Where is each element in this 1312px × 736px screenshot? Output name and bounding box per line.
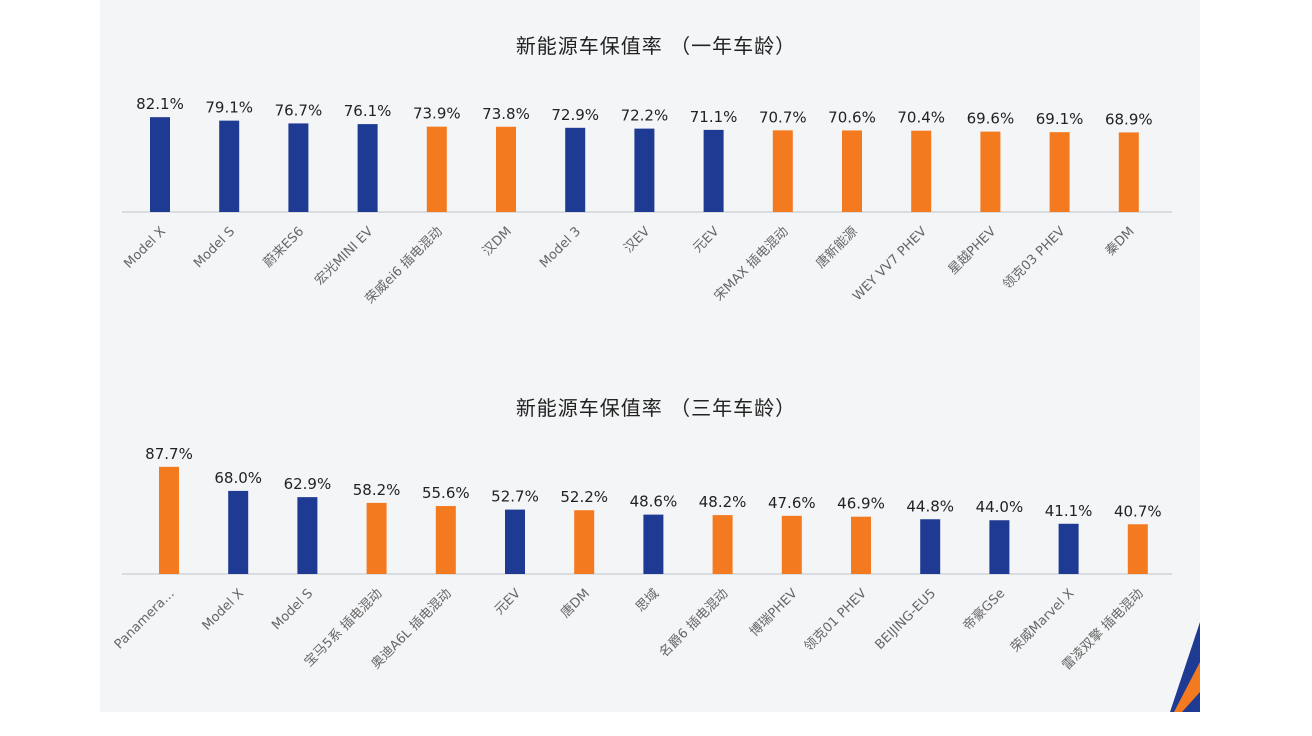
data-label: 79.1% bbox=[205, 99, 253, 117]
data-label: 70.6% bbox=[828, 108, 876, 126]
data-label: 40.7% bbox=[1114, 502, 1162, 520]
corner-decoration bbox=[1170, 622, 1200, 712]
tick-label: 宋MAX 插电混动 bbox=[712, 224, 792, 304]
chart-title-three-year: 新能源车保值率 （三年车龄） bbox=[515, 396, 797, 420]
bar bbox=[366, 502, 387, 574]
data-label: 73.8% bbox=[482, 105, 530, 123]
tick-label: 汉EV bbox=[621, 224, 653, 256]
tick-label: WEY VV7 PHEV bbox=[850, 224, 930, 304]
bar bbox=[496, 126, 516, 212]
bar bbox=[1049, 132, 1070, 212]
tick-label: 荣威Marvel X bbox=[1008, 586, 1077, 655]
bar bbox=[565, 127, 586, 212]
tick-label: 秦DM bbox=[1103, 224, 1138, 259]
bar bbox=[634, 128, 655, 212]
tick-label: 帝豪GSe bbox=[960, 586, 1008, 634]
tick-label: 唐新能源 bbox=[813, 224, 861, 272]
bar bbox=[911, 130, 932, 212]
bar bbox=[228, 490, 249, 574]
bar bbox=[357, 124, 378, 212]
bar bbox=[288, 123, 309, 212]
data-label: 52.7% bbox=[491, 488, 539, 506]
tick-label: 汉DM bbox=[480, 224, 515, 259]
data-label: 46.9% bbox=[837, 495, 885, 513]
bar bbox=[1058, 523, 1079, 574]
bar bbox=[781, 515, 802, 574]
tick-label: Model S bbox=[269, 586, 316, 633]
bar bbox=[772, 130, 793, 212]
data-label: 69.6% bbox=[967, 110, 1015, 128]
bar bbox=[159, 466, 179, 574]
tick-label: 领克01 PHEV bbox=[802, 586, 870, 654]
data-label: 76.1% bbox=[344, 102, 392, 120]
data-label: 72.2% bbox=[621, 107, 669, 125]
tick-label: 元EV bbox=[492, 586, 524, 618]
chart-panel bbox=[100, 0, 1200, 712]
tick-label: 星越PHEV bbox=[946, 224, 1000, 278]
data-label: 48.2% bbox=[699, 493, 747, 511]
data-label: 68.0% bbox=[214, 469, 262, 487]
data-label: 82.1% bbox=[136, 95, 184, 113]
data-label: 62.9% bbox=[284, 475, 332, 493]
bar bbox=[574, 510, 595, 574]
tick-label: Panamera… bbox=[112, 586, 178, 652]
bar bbox=[851, 516, 871, 574]
chart-title-one-year: 新能源车保值率 （一年车龄） bbox=[515, 34, 797, 58]
data-label: 48.6% bbox=[630, 493, 678, 511]
tick-label: Model 3 bbox=[537, 224, 584, 271]
tick-label: Model X bbox=[121, 224, 168, 271]
tick-label: 唐DM bbox=[558, 586, 594, 622]
bar bbox=[703, 129, 724, 212]
data-label: 44.8% bbox=[906, 497, 954, 515]
data-label: 72.9% bbox=[551, 106, 599, 124]
tick-label: 蔚来ES6 bbox=[261, 224, 307, 270]
bar bbox=[712, 515, 733, 574]
tick-label: Model X bbox=[200, 586, 247, 633]
bar bbox=[297, 497, 318, 574]
bar bbox=[1118, 132, 1139, 212]
tick-label: 荣威ei6 插电混动 bbox=[363, 224, 446, 307]
data-label: 68.9% bbox=[1105, 110, 1153, 128]
data-label: 58.2% bbox=[353, 481, 401, 499]
data-label: 47.6% bbox=[768, 494, 816, 512]
data-label: 70.7% bbox=[759, 108, 807, 126]
tick-label: 宏光MINI EV bbox=[312, 224, 376, 288]
tick-label: Model S bbox=[191, 224, 238, 271]
bar bbox=[920, 519, 941, 574]
data-label: 69.1% bbox=[1036, 110, 1084, 128]
tick-label: 领克03 PHEV bbox=[1000, 224, 1068, 292]
data-label: 55.6% bbox=[422, 484, 470, 502]
bar bbox=[435, 506, 456, 574]
bar bbox=[842, 130, 862, 212]
bar bbox=[426, 126, 447, 212]
data-label: 41.1% bbox=[1045, 502, 1093, 520]
data-label: 52.2% bbox=[560, 488, 608, 506]
bar bbox=[150, 117, 170, 212]
data-label: 44.0% bbox=[976, 498, 1024, 516]
bar bbox=[219, 120, 240, 212]
tick-label: 名爵6 插电混动 bbox=[656, 586, 731, 661]
data-label: 87.7% bbox=[145, 445, 193, 463]
data-label: 71.1% bbox=[690, 108, 738, 126]
bar bbox=[1127, 524, 1148, 574]
tick-label: 博瑞PHEV bbox=[747, 586, 801, 640]
data-label: 73.9% bbox=[413, 105, 461, 123]
tick-label: 元EV bbox=[691, 224, 723, 256]
data-label: 76.7% bbox=[275, 101, 323, 119]
bar bbox=[643, 514, 664, 574]
data-label: 70.4% bbox=[897, 109, 945, 127]
tick-label: 思域 bbox=[633, 586, 662, 615]
bar bbox=[980, 131, 1001, 212]
bar bbox=[989, 520, 1010, 574]
bar bbox=[505, 509, 525, 574]
tick-label: BEIJING-EU5 bbox=[872, 586, 939, 653]
